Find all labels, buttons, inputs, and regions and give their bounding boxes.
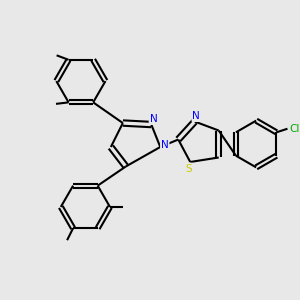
Text: N: N <box>161 140 169 150</box>
Text: Cl: Cl <box>289 124 300 134</box>
Text: N: N <box>192 111 200 121</box>
Text: S: S <box>185 164 192 174</box>
Text: N: N <box>149 114 157 124</box>
